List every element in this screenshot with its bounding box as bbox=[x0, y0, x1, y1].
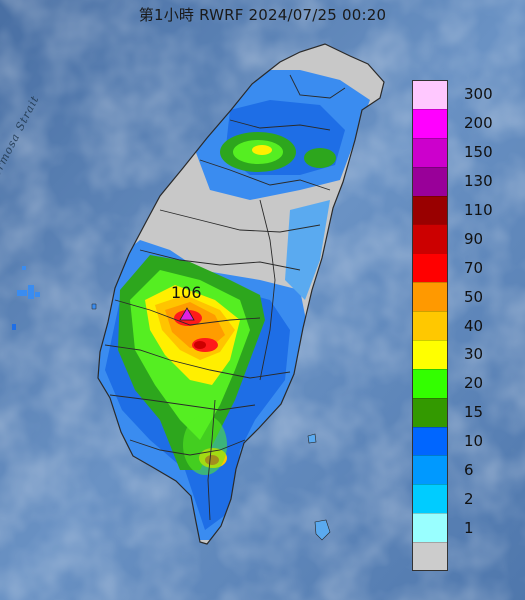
offshore-islands bbox=[12, 266, 331, 541]
legend-swatch bbox=[412, 253, 448, 283]
legend-label: 30 bbox=[464, 345, 484, 364]
legend-label: 300 bbox=[464, 85, 493, 104]
county-borders bbox=[97, 43, 385, 545]
legend-swatch bbox=[412, 224, 448, 254]
legend-label: 110 bbox=[464, 200, 493, 219]
legend-swatch bbox=[412, 426, 448, 456]
legend-swatch bbox=[412, 166, 448, 196]
legend-swatch bbox=[412, 513, 448, 543]
peak-value-label: 106 bbox=[171, 283, 202, 302]
legend-label: 10 bbox=[464, 432, 484, 451]
legend-label: 150 bbox=[464, 143, 493, 162]
rainfall-field bbox=[98, 70, 370, 540]
legend-label: 1 bbox=[464, 518, 474, 537]
map-title: 第1小時 RWRF 2024/07/25 00:20 bbox=[138, 6, 387, 24]
legend-label: 50 bbox=[464, 287, 484, 306]
color-legend: 300 200 150 130 110 90 70 50 40 30 20 15 10 6 2 1 bbox=[412, 80, 522, 571]
legend-swatch bbox=[412, 397, 448, 427]
legend-label: 2 bbox=[464, 489, 474, 508]
legend-label: 15 bbox=[464, 403, 484, 422]
legend-swatch bbox=[412, 311, 448, 340]
legend-label: 20 bbox=[464, 374, 484, 393]
legend-swatch bbox=[412, 484, 448, 514]
legend-swatch bbox=[412, 282, 448, 312]
legend-label: 40 bbox=[464, 316, 484, 335]
legend-swatch bbox=[412, 137, 448, 167]
legend-label: 6 bbox=[464, 460, 474, 479]
triangle-marker-icon bbox=[179, 307, 195, 321]
legend-swatch bbox=[412, 195, 448, 225]
legend-swatch bbox=[412, 339, 448, 369]
legend-swatch bbox=[412, 455, 448, 485]
legend-label: 90 bbox=[464, 229, 484, 248]
legend-swatch bbox=[412, 108, 448, 138]
legend-label: 130 bbox=[464, 172, 493, 191]
legend-swatch bbox=[412, 542, 448, 571]
legend-swatch bbox=[412, 80, 448, 109]
legend-label: 200 bbox=[464, 114, 493, 133]
legend-label: 70 bbox=[464, 258, 484, 277]
legend-swatch bbox=[412, 368, 448, 398]
